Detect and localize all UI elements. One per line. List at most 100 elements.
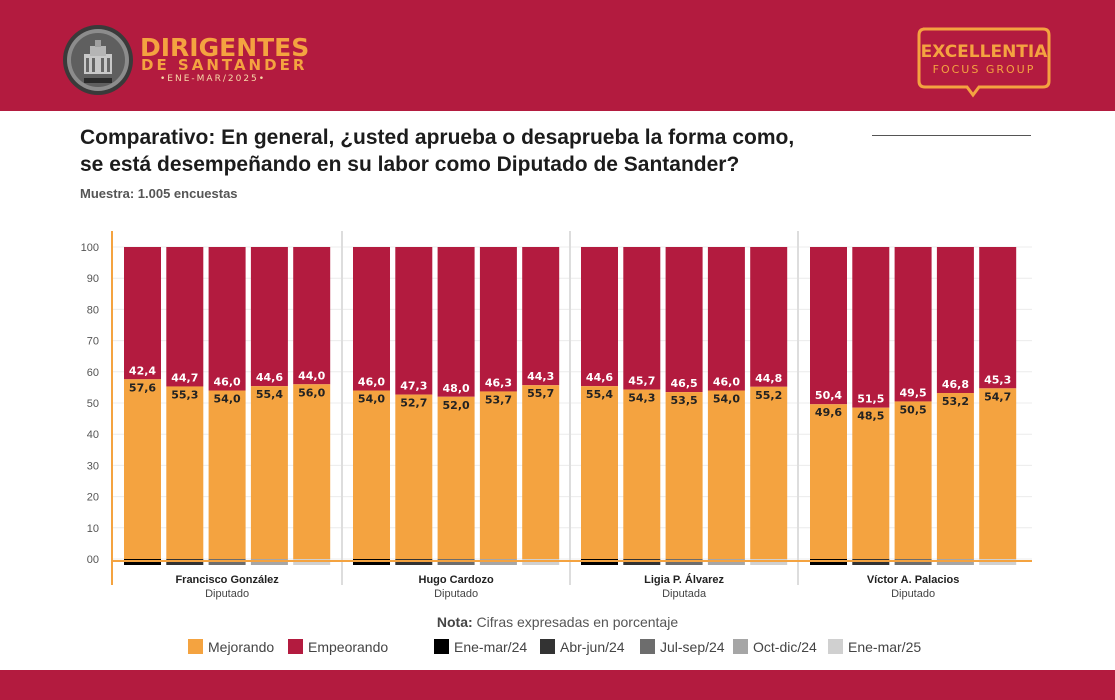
bar-mejorando (293, 384, 331, 559)
bar-mejorando (353, 390, 390, 559)
data-label-empeorando: 44,6 (586, 371, 613, 384)
bar-empeorando (479, 247, 517, 392)
bar-empeorando (208, 247, 246, 391)
group-name-label: Ligia P. Álvarez (644, 573, 724, 586)
bar-empeorando (623, 247, 661, 390)
legend-swatch (288, 639, 303, 654)
bar-mejorando (936, 393, 974, 559)
bar-empeorando (124, 247, 161, 380)
data-label-mejorando: 55,4 (256, 388, 283, 401)
header-band (0, 0, 1115, 111)
legend-swatch (828, 639, 843, 654)
seal-logo-icon (63, 25, 133, 95)
data-label-empeorando: 45,7 (628, 375, 655, 388)
bar-empeorando (250, 247, 288, 387)
data-label-empeorando: 46,0 (358, 376, 385, 389)
y-tick-label: 70 (87, 336, 99, 348)
bar-mejorando (852, 407, 890, 559)
legend-item: Oct-dic/24 (733, 639, 817, 655)
note-text: Cifras expresadas en porcentaje (476, 614, 679, 630)
data-label-empeorando: 46,8 (942, 378, 969, 391)
y-tick-label: 90 (87, 273, 99, 285)
legend-item: Mejorando (188, 639, 274, 655)
y-tick-label: 10 (87, 523, 99, 535)
data-label-mejorando: 50,5 (900, 403, 927, 416)
bar-empeorando (810, 247, 847, 405)
data-label-mejorando: 55,7 (527, 387, 554, 400)
data-label-mejorando: 54,0 (713, 393, 740, 406)
data-label-empeorando: 46,0 (713, 376, 740, 389)
excellentia-logo-icon: EXCELLENTIA FOCUS GROUP (917, 27, 1051, 98)
data-label-empeorando: 44,6 (256, 371, 283, 384)
group-name-label: Víctor A. Palacios (867, 574, 960, 586)
data-label-empeorando: 48,0 (443, 382, 470, 395)
data-label-empeorando: 47,3 (400, 380, 427, 393)
title-rule (872, 135, 1031, 136)
data-label-mejorando: 54,0 (358, 393, 385, 406)
legend-label: Empeorando (308, 639, 389, 655)
bar-mejorando (250, 386, 288, 559)
bar-mejorando (894, 401, 932, 559)
legend-swatch (434, 639, 449, 654)
data-label-empeorando: 46,5 (671, 377, 698, 390)
data-label-empeorando: 49,5 (900, 386, 927, 399)
data-label-mejorando: 54,7 (984, 390, 1011, 403)
bar-mejorando (166, 386, 204, 559)
data-label-mejorando: 53,7 (485, 393, 512, 406)
data-label-empeorando: 51,5 (857, 393, 884, 406)
legend-swatch (733, 639, 748, 654)
legend-label: Jul-sep/24 (660, 639, 725, 655)
legend-label: Abr-jun/24 (560, 639, 625, 655)
legend-item: Ene-mar/25 (828, 639, 921, 655)
bar-empeorando (522, 247, 560, 386)
group-name-label: Hugo Cardozo (419, 574, 494, 586)
partner-name-line2: FOCUS GROUP (933, 63, 1036, 76)
bar-mejorando (479, 391, 517, 559)
chart-title-line1: Comparativo: En general, ¿usted aprueba … (80, 126, 795, 149)
group-role-label: Diputado (205, 588, 249, 600)
data-label-mejorando: 55,2 (755, 389, 782, 402)
bar-empeorando (852, 247, 890, 408)
bar-empeorando (936, 247, 974, 394)
bar-mejorando (581, 386, 618, 559)
data-label-empeorando: 46,3 (485, 376, 512, 389)
data-label-mejorando: 55,3 (171, 388, 198, 401)
data-label-empeorando: 46,0 (214, 376, 241, 389)
bar-mejorando (208, 390, 246, 559)
data-label-mejorando: 52,7 (400, 397, 427, 410)
y-tick-label: 40 (87, 429, 99, 441)
data-label-empeorando: 42,4 (129, 364, 156, 377)
bar-empeorando (979, 247, 1017, 389)
data-label-mejorando: 54,3 (628, 392, 655, 405)
bar-mejorando (810, 404, 847, 559)
data-label-mejorando: 53,2 (942, 395, 969, 408)
bar-empeorando (437, 247, 475, 397)
y-tick-label: 60 (87, 367, 99, 379)
chart-title: Comparativo: En general, ¿usted aprueba … (80, 124, 910, 178)
bar-empeorando (353, 247, 390, 391)
brand-title: DIRIGENTES (140, 33, 310, 62)
footer-band (0, 670, 1115, 700)
legend-swatch (540, 639, 555, 654)
bar-mejorando (707, 390, 745, 559)
data-label-mejorando: 57,6 (129, 381, 156, 394)
data-label-empeorando: 44,0 (298, 369, 325, 382)
legend-item: Abr-jun/24 (540, 639, 625, 655)
bar-mejorando (979, 388, 1017, 559)
bar-mejorando (522, 385, 560, 559)
bar-empeorando (293, 247, 331, 385)
data-label-mejorando: 55,4 (586, 388, 613, 401)
data-label-empeorando: 44,7 (171, 371, 198, 384)
bar-mejorando (750, 386, 788, 559)
data-label-empeorando: 44,8 (755, 372, 782, 385)
group-role-label: Diputado (434, 588, 478, 600)
group-role-label: Diputada (662, 588, 707, 600)
y-tick-label: 00 (87, 554, 99, 566)
data-label-mejorando: 49,6 (815, 406, 842, 419)
brand-period: •ENE-MAR/2025• (160, 74, 267, 84)
y-tick-label: 100 (81, 242, 99, 254)
bar-empeorando (665, 247, 703, 393)
bar-mejorando (665, 392, 703, 559)
legend-swatch (188, 639, 203, 654)
